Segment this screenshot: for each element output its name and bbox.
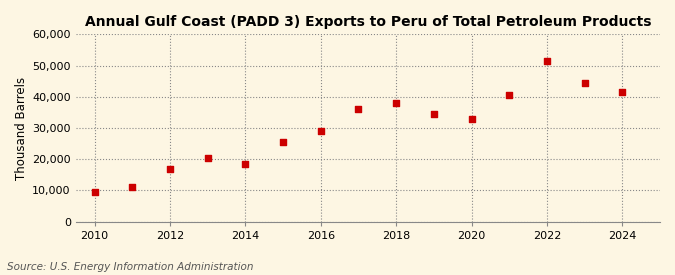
Point <box>315 129 326 133</box>
Y-axis label: Thousand Barrels: Thousand Barrels <box>15 76 28 180</box>
Point <box>89 190 100 194</box>
Point <box>541 59 552 63</box>
Point <box>202 155 213 160</box>
Point <box>579 81 590 85</box>
Point <box>353 107 364 111</box>
Point <box>127 185 138 189</box>
Point <box>504 93 514 97</box>
Point <box>165 166 176 171</box>
Text: Source: U.S. Energy Information Administration: Source: U.S. Energy Information Administ… <box>7 262 253 272</box>
Point <box>466 116 477 121</box>
Point <box>240 162 250 166</box>
Point <box>617 90 628 94</box>
Point <box>391 101 402 105</box>
Point <box>429 112 439 116</box>
Point <box>277 140 288 144</box>
Title: Annual Gulf Coast (PADD 3) Exports to Peru of Total Petroleum Products: Annual Gulf Coast (PADD 3) Exports to Pe… <box>84 15 651 29</box>
